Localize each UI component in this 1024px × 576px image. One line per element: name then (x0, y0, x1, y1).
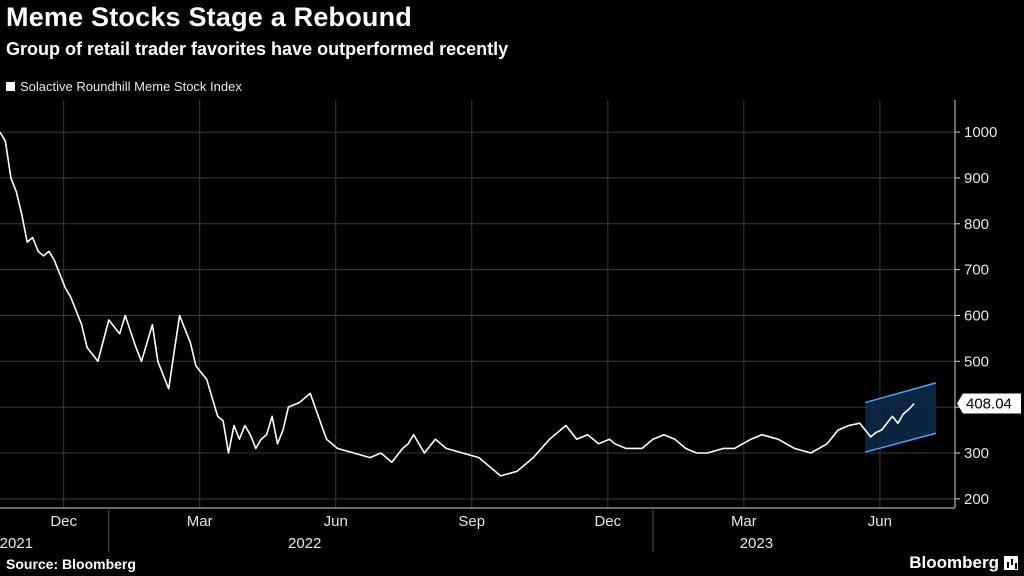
x-tick-label: Jun (324, 513, 348, 530)
chart-title: Meme Stocks Stage a Rebound (6, 2, 412, 32)
y-tick-label: 800 (964, 216, 989, 233)
year-label: 2021 (0, 535, 33, 552)
source-note: Source: Bloomberg (6, 556, 136, 572)
year-label: 2023 (740, 535, 773, 552)
trend-channel-lower (865, 432, 937, 453)
x-tick-label: Jun (868, 513, 892, 530)
legend-swatch-icon (6, 82, 15, 91)
x-tick-label: Mar (731, 513, 757, 530)
x-tick-label: Dec (50, 513, 77, 530)
y-tick-label: 1000 (964, 124, 997, 141)
y-tick-label: 200 (964, 491, 989, 508)
bloomberg-chart-icon (1004, 556, 1018, 570)
x-tick-label: Mar (187, 513, 213, 530)
year-label: 2022 (288, 535, 321, 552)
x-tick-label: Dec (594, 513, 621, 530)
y-tick-label: 700 (964, 262, 989, 279)
y-tick-label: 500 (964, 353, 989, 370)
bloomberg-logo: Bloomberg (909, 553, 1018, 573)
last-value-badge (957, 393, 1021, 414)
x-tick-label: Sep (458, 513, 485, 530)
chart-subtitle: Group of retail trader favorites have ou… (6, 39, 509, 59)
chart-legend: Solactive Roundhill Meme Stock Index (6, 79, 242, 94)
y-tick-label: 900 (964, 170, 989, 187)
brand-label: Bloomberg (909, 553, 999, 572)
legend-label: Solactive Roundhill Meme Stock Index (20, 79, 242, 94)
trend-channel-upper (865, 382, 937, 404)
y-tick-label: 300 (964, 445, 989, 462)
last-value-label: 408.04 (966, 395, 1012, 412)
y-tick-label: 600 (964, 307, 989, 324)
series-line-meme-index (0, 131, 915, 477)
